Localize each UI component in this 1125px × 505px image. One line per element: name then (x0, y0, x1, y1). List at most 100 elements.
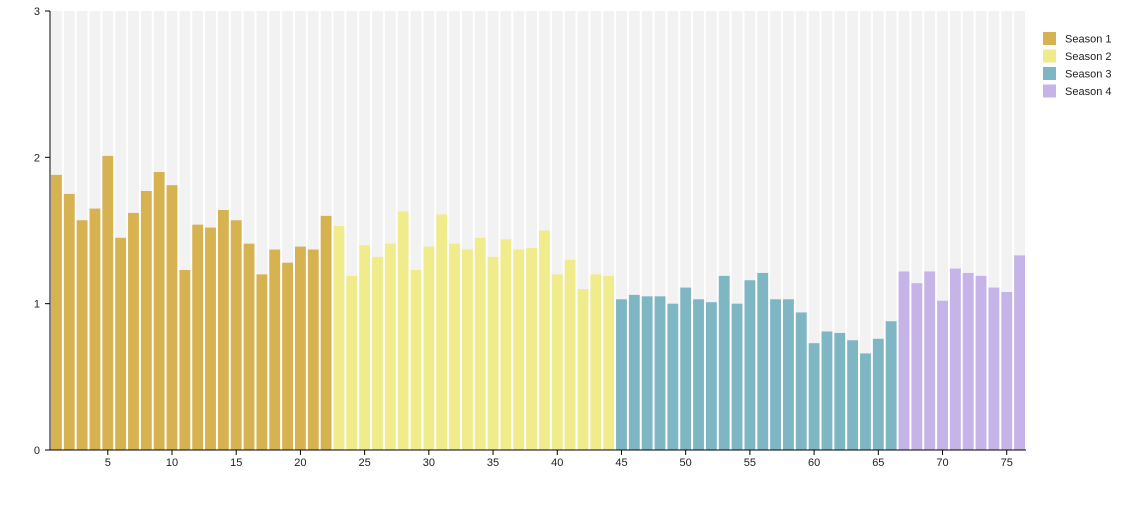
background-bar (962, 11, 974, 450)
background-bar (872, 11, 884, 450)
bar-season-3 (667, 303, 679, 450)
bar-season-3 (693, 299, 704, 450)
bar-season-3 (628, 294, 640, 450)
background-bar (256, 11, 268, 450)
background-bar (795, 11, 807, 450)
x-tick-label: 65 (872, 457, 884, 469)
bar-season-3 (808, 343, 820, 450)
background-bar (307, 11, 319, 450)
background-bar (513, 11, 525, 450)
bar-season-2 (551, 274, 563, 450)
bar-season-2 (436, 214, 448, 450)
bar-season-3 (783, 299, 794, 450)
bar-season-2 (372, 256, 383, 450)
background-bar (937, 11, 948, 450)
background-bar (693, 11, 704, 450)
background-bar (603, 11, 615, 450)
background-bar (667, 11, 679, 450)
bar-season-1 (307, 249, 319, 450)
bar-season-4 (975, 275, 987, 450)
legend-label-season-1: Season 1 (1065, 34, 1111, 46)
x-tick-label: 25 (359, 457, 371, 469)
background-bar (628, 11, 640, 450)
x-tick-label: 20 (294, 457, 306, 469)
bar-season-1 (192, 224, 204, 450)
background-bar (770, 11, 781, 450)
background-bar (487, 11, 499, 450)
y-tick-label: 2 (34, 152, 40, 164)
legend-swatch-season-4 (1043, 84, 1056, 98)
bar-season-3 (770, 299, 781, 450)
background-bar (911, 11, 923, 450)
bar-season-2 (410, 270, 422, 450)
x-tick-label: 70 (936, 457, 948, 469)
y-tick-label: 0 (34, 445, 40, 457)
bar-season-1 (63, 193, 75, 450)
bar-season-4 (962, 272, 974, 450)
bar-season-3 (847, 340, 859, 450)
x-tick-label: 60 (808, 457, 820, 469)
bar-season-3 (860, 353, 871, 450)
x-tick-label: 45 (615, 457, 627, 469)
bar-season-2 (577, 289, 589, 450)
background-bar (641, 11, 653, 450)
x-axis: 5 10 15 20 25 30 35 40 45 50 55 60 65 70 75 (50, 449, 1026, 469)
background-bars (51, 11, 1025, 450)
bar-season-2 (500, 239, 512, 450)
bar-season-1 (89, 208, 101, 450)
bar-season-4 (1001, 291, 1013, 450)
background-bar (731, 11, 743, 450)
bar-season-1 (140, 190, 152, 451)
background-bar (384, 11, 396, 450)
bar-season-1 (102, 155, 114, 450)
background-bar (757, 11, 769, 450)
bar-season-4 (949, 268, 961, 450)
background-bar (1001, 11, 1013, 450)
bar-season-1 (166, 185, 178, 451)
bar-season-4 (1014, 255, 1025, 450)
legend-swatch-season-1 (1043, 32, 1056, 45)
background-bar (834, 11, 846, 450)
bar-season-1 (295, 246, 306, 450)
background-bar (179, 11, 191, 450)
bar-season-4 (898, 271, 910, 450)
legend-label-season-4: Season 4 (1065, 86, 1111, 98)
background-bar (346, 11, 358, 450)
bar-season-2 (539, 230, 550, 450)
bar-season-2 (526, 248, 537, 450)
background-bar (705, 11, 717, 450)
bar-season-2 (590, 274, 602, 450)
bar-season-1 (269, 249, 281, 450)
bar-season-1 (179, 270, 191, 450)
background-bar (243, 11, 255, 450)
background-bar (718, 11, 730, 450)
bar-season-3 (731, 303, 743, 450)
bar-season-2 (564, 259, 576, 450)
bar-season-3 (718, 275, 730, 450)
bar-season-3 (872, 338, 884, 450)
background-bar (282, 11, 293, 450)
bar-season-2 (449, 243, 460, 450)
x-tick-label: 30 (423, 457, 435, 469)
background-bar (744, 11, 756, 450)
background-bar (783, 11, 794, 450)
legend-label-season-2: Season 2 (1065, 51, 1111, 63)
y-tick-label: 3 (34, 6, 40, 18)
bar-season-3 (616, 299, 627, 450)
background-bar (590, 11, 602, 450)
background-bar (474, 11, 486, 450)
background-bar (410, 11, 422, 450)
background-bar (423, 11, 435, 450)
background-bar (551, 11, 563, 450)
background-bar (564, 11, 576, 450)
background-bar (1014, 11, 1025, 450)
background-bar (680, 11, 692, 450)
background-bar (500, 11, 512, 450)
bar-season-4 (988, 287, 1000, 450)
x-tick-label: 5 (105, 457, 111, 469)
bar-season-2 (384, 243, 396, 450)
background-bar (949, 11, 961, 450)
x-tick-label: 40 (551, 457, 563, 469)
bar-season-3 (744, 280, 756, 450)
